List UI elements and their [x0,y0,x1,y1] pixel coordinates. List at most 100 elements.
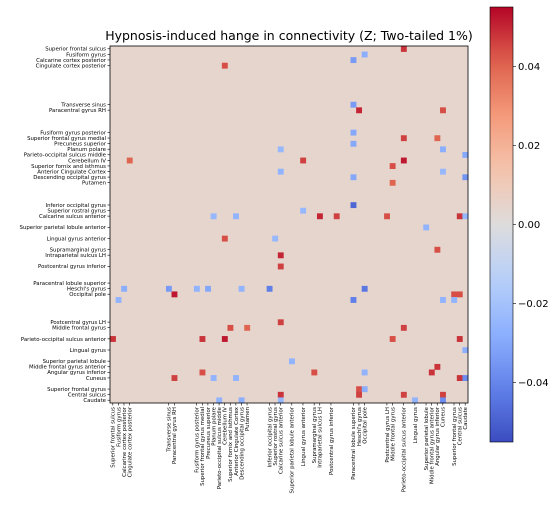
heatmap-cell [221,62,228,69]
x-tick-label: Calcarine cortex posterior [122,406,128,477]
heatmap-cell [350,129,357,136]
x-tick-label: Postcentral gyrus inferior [329,406,335,475]
y-tick-label: Calcarine cortex posterior [36,58,107,64]
x-tick-label: Lingual gyrus [413,407,419,444]
heatmap-cell [456,336,463,342]
heatmap-cell [277,263,284,270]
y-tick-label: Transverse sinus [60,102,106,108]
heatmap-cell [171,291,178,298]
heatmap-cell [440,168,446,175]
heatmap-cell [110,336,116,342]
heatmap-cell [440,107,446,114]
chart-title: Hypnosis-induced hange in connectivity (… [105,28,473,43]
heatmap-cell [300,157,307,164]
heatmap-cell [400,391,407,398]
heatmap-cell [121,285,128,292]
heatmap-cell [428,369,435,376]
heatmap-cell [216,397,223,404]
heatmap-cell [277,168,284,175]
heatmap-cell [384,213,390,220]
heatmap-cell [361,51,368,58]
heatmap-cell [440,397,446,404]
heatmap-cell [356,386,363,393]
plot-frame [109,45,469,404]
x-tick-label: Transverse sinus [167,407,173,453]
heatmap-cell [277,319,284,326]
y-tick-label: Parieto-occipital sulcus anterior [21,337,107,343]
heatmap-cell [456,375,463,381]
heatmap-cell [423,224,430,231]
colorbar-tick-label: −0.04 [518,378,549,389]
y-tick-label: Putamen [82,181,106,187]
x-tick-label: Cingulate cortex posterior [127,406,133,477]
heatmap-cell [356,391,363,398]
x-tick-label: Anterior Cingulate Cortex [234,406,240,476]
y-tick-label: Cingulate cortex posterior [36,63,107,69]
x-tick-label: Cuneus [441,407,447,427]
y-tick-label: Cuneus [86,376,106,382]
x-tick-label: Superior frontal sulcus [111,407,117,468]
x-tick-label: Occipital pole [362,406,368,443]
colorbar-tick-label: 0.04 [518,62,540,73]
heatmap-frame [109,45,469,404]
heatmap-cell [316,213,323,220]
heatmap-cell [456,213,463,220]
heatmap-cell [434,246,441,253]
y-tick-label: Paracentral lobule superior [33,281,107,287]
heatmap-cell [333,213,340,220]
x-tick-label: Calcarine sulcus anterior [279,406,285,474]
heatmap-cell [400,135,407,142]
heatmap-cell [233,213,239,220]
x-tick-label: Planum polare [211,406,217,445]
y-tick-label: Postcentral gyrus LH [50,320,106,326]
y-tick-label: Inferior occipital gyrus [46,203,107,209]
y-tick-label: Fusiform gyrus [66,52,106,58]
x-tick-label: Putamen [245,407,251,431]
colorbar-tick-label: 0.02 [518,141,540,152]
heatmap-cell [440,391,446,398]
y-tick-label: Cerebellum IV [68,158,106,164]
heatmap-cell [361,386,368,393]
heatmap-cell [233,375,239,381]
x-tick-label: Cerebellum IV [223,407,229,445]
heatmap-cell [277,391,284,398]
heatmap-cell [244,324,251,331]
x-tick-label: Precuneus superior [206,406,212,459]
heatmap-cell [400,46,407,52]
x-tick-label: Middle frontal gyrus [390,407,396,461]
y-tick-label: Heschl's gyrus [67,287,106,293]
heatmap-cell [456,291,463,298]
heatmap-cell [434,135,441,142]
x-tick-label: Paracentral lobule superior [351,406,357,480]
heatmap-cell [193,285,200,292]
x-tick-label: Middle frontal gyrus anterior [430,406,436,484]
heatmap-cell [440,297,446,303]
heatmap-cell [389,336,396,342]
heatmap-cell [400,157,407,164]
y-tick-label: Anterior Cingulate Cortex [37,169,107,175]
y-tick-label: Superior parietal lobule [43,359,107,365]
y-tick-label: Intraparietal sulcus LH [45,253,106,259]
y-tick-label: Superior frontal gyrus [47,387,106,393]
heatmap-cell [165,285,172,292]
x-tick-label: Superior fornix and isthmus [228,407,234,482]
x-tick-label: Paracentral gyrus RH [172,407,178,464]
y-tick-label: Superior fornix and isthmus [31,164,106,170]
heatmap-cell [350,140,357,147]
y-tick-label: Supramarginal gyrus [50,248,107,254]
colorbar: 0.04 0.02 0.00 −0.02 −0.04 [489,6,549,443]
x-tick-label: Parieto-occipital sulcus anterior [402,406,408,492]
heatmap-plot-area [110,46,468,403]
heatmap-cell [412,397,418,404]
heatmap-cell [300,207,307,214]
heatmap-cell [277,397,284,404]
heatmap-cell [462,347,469,354]
x-tick-label: Postcentral gyrus LH [385,407,391,463]
heatmap-cell [289,358,295,365]
x-tick-label: Inferior occipital gyrus [267,407,273,468]
colorbar-gradient [489,6,514,443]
x-tick-label: Lingual gyrus anterior [301,406,307,466]
heatmap-cell [389,163,396,170]
